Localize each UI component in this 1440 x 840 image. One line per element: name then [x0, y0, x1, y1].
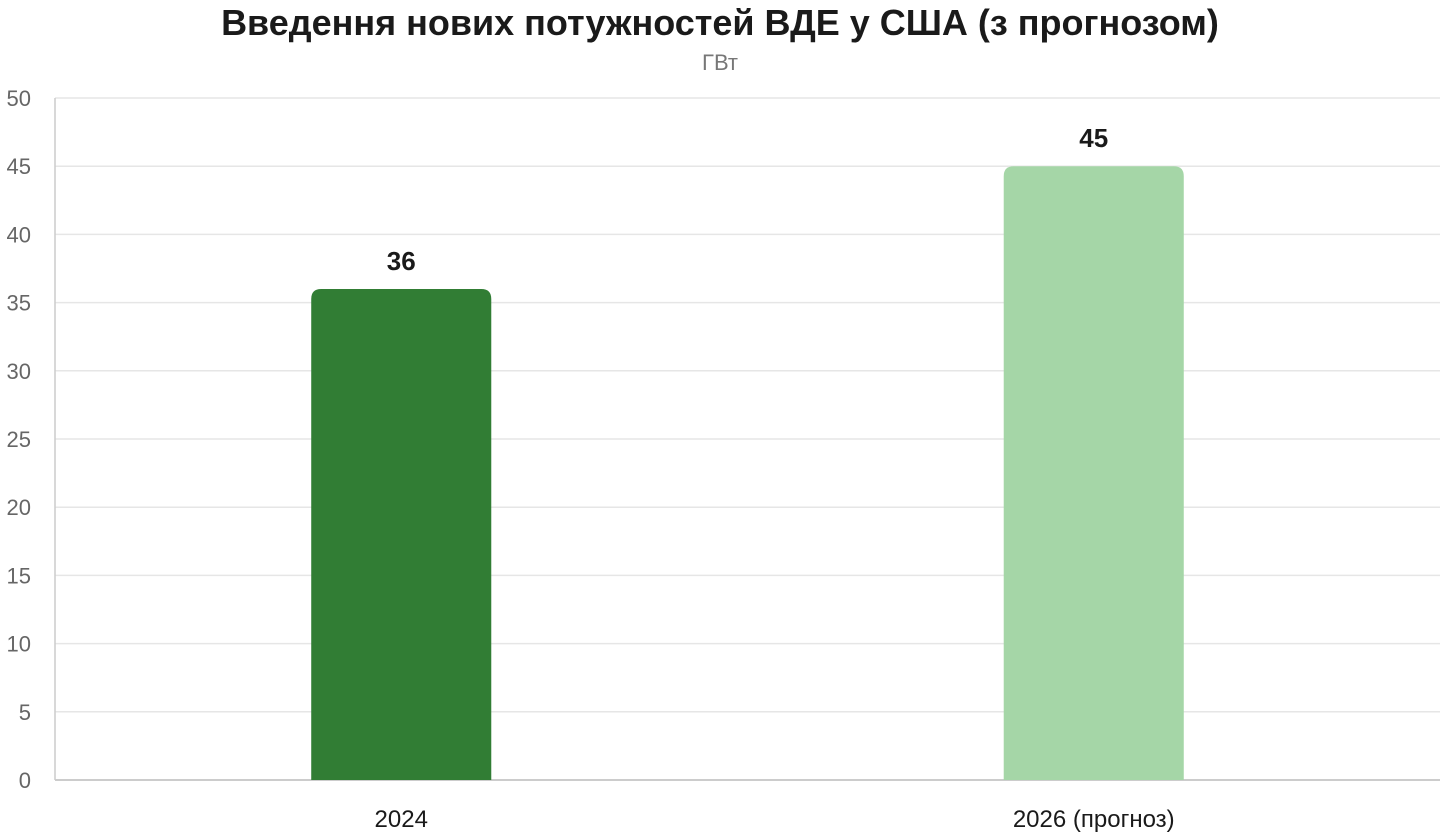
chart-title: Введення нових потужностей ВДЕ у США (з …: [221, 2, 1219, 43]
axis-layer: 0 5 10 15 20 25 30 35 40 45 50: [7, 86, 1440, 793]
y-tick-label: 25: [7, 427, 31, 452]
y-tick-label: 0: [19, 768, 31, 793]
x-tick-label: 2026 (прогноз): [1013, 806, 1175, 833]
bar-2024: [311, 288, 492, 780]
data-label: 45: [1079, 123, 1108, 153]
grid-layer: [55, 97, 1440, 713]
y-tick-label: 30: [7, 359, 31, 384]
y-tick-label: 5: [19, 700, 31, 725]
data-label: 36: [387, 246, 416, 276]
y-tick-label: 40: [7, 222, 31, 247]
y-tick-label: 20: [7, 495, 31, 520]
label-layer: 36 2024 45 2026 (прогноз): [375, 123, 1175, 833]
chart-subtitle: ГВт: [702, 50, 738, 75]
y-tick-label: 15: [7, 563, 31, 588]
x-tick-label: 2024: [375, 806, 428, 833]
y-tick-label: 35: [7, 291, 31, 316]
y-tick-label: 10: [7, 632, 31, 657]
bar-layer: [311, 166, 1184, 780]
y-tick-label: 50: [7, 86, 31, 111]
y-tick-label: 45: [7, 154, 31, 179]
bar-2026-(прогноз): [1003, 166, 1184, 780]
